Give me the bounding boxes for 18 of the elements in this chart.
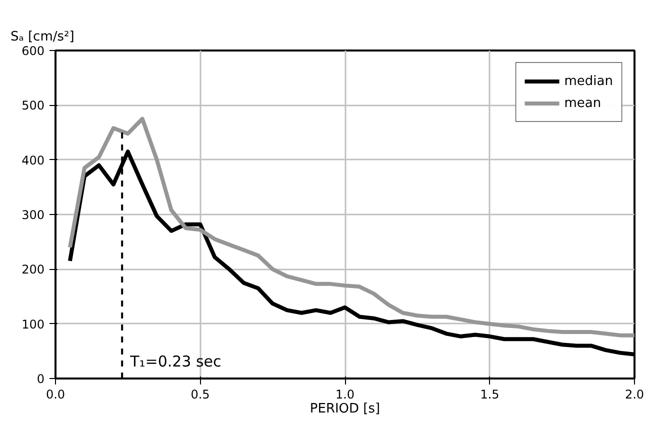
y-tick-label: 600	[22, 44, 44, 58]
x-axis-title: PERIOD [s]	[310, 402, 380, 416]
x-tick-label: 1.0	[335, 388, 355, 402]
x-tick-label: 0.0	[46, 388, 66, 402]
ref-line-label: T₁=0.23 sec	[129, 352, 222, 370]
y-tick-label: 100	[22, 317, 44, 332]
y-tick-label: 300	[22, 208, 44, 222]
x-tick-label: 1.5	[480, 388, 500, 402]
x-tick-label: 0.5	[190, 388, 210, 402]
legend-label: mean	[564, 96, 602, 110]
y-tick-label: 500	[22, 98, 44, 113]
y-tick-label: 200	[22, 262, 44, 277]
y-axis-title: Sₐ [cm/s²]	[10, 30, 74, 44]
y-tick-label: 400	[22, 153, 44, 168]
y-tick-label: 0	[36, 372, 45, 386]
legend-label: median	[564, 74, 613, 88]
line-series	[68, 116, 634, 338]
x-tick-label: 2.0	[624, 388, 644, 402]
